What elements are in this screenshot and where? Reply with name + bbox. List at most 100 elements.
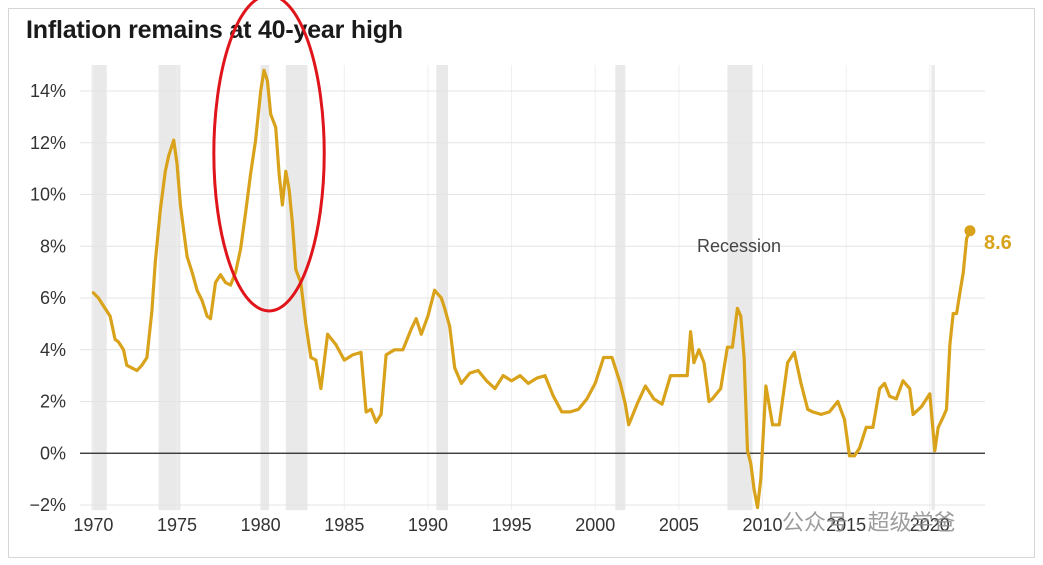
x-tick-label: 2015 — [826, 515, 866, 535]
inflation-point — [102, 304, 105, 308]
inflation-point — [219, 273, 222, 277]
inflation-point — [707, 400, 711, 403]
inflation-point — [150, 309, 154, 313]
inflation-point — [259, 89, 263, 93]
inflation-point — [739, 314, 743, 318]
inflation-point — [364, 410, 368, 414]
inflation-point — [287, 187, 291, 191]
inflation-point — [786, 361, 790, 365]
inflation-point — [677, 374, 681, 378]
inflation-point — [746, 449, 749, 453]
inflation-point — [460, 382, 463, 385]
end-value-label: 8.6 — [984, 232, 1012, 254]
annotations: Recession 8.6 公众号 · 超级学爸 — [212, 0, 1012, 535]
inflation-point — [560, 410, 564, 414]
peak-highlight-ellipse — [212, 0, 326, 313]
x-tick-label: 1985 — [324, 515, 364, 535]
x-tick-label: 1975 — [157, 515, 197, 535]
inflation-point — [685, 374, 689, 378]
inflation-point — [644, 384, 647, 388]
inflation-point — [158, 208, 162, 212]
inflation-point — [697, 348, 701, 352]
inflation-point — [379, 413, 383, 416]
inflation-point — [965, 237, 968, 240]
inflation-point — [742, 356, 746, 359]
inflation-point — [229, 283, 232, 287]
y-tick-label: 2% — [40, 392, 66, 412]
inflation-point — [205, 314, 209, 318]
inflation-point — [610, 356, 614, 359]
inflation-point — [239, 247, 242, 251]
inflation-point — [652, 397, 656, 401]
inflation-point — [749, 462, 753, 466]
inflation-point — [888, 394, 892, 398]
inflation-point — [476, 369, 480, 372]
inflation-point — [777, 423, 781, 427]
inflation-point — [669, 374, 672, 378]
inflation-point — [623, 402, 627, 406]
inflation-point — [359, 350, 363, 354]
recession-band — [91, 65, 107, 511]
inflation-point — [635, 402, 639, 406]
inflation-point — [172, 138, 176, 142]
inflation-point — [911, 413, 915, 416]
inflation-point — [200, 299, 204, 303]
inflation-point — [277, 172, 281, 176]
inflation-point — [401, 348, 405, 352]
inflation-point — [190, 270, 194, 274]
inflation-point — [933, 449, 937, 453]
inflation-point — [660, 402, 664, 406]
inflation-point — [719, 387, 723, 390]
inflation-point — [710, 397, 714, 401]
inflation-point — [725, 345, 729, 349]
inflation-point — [91, 291, 95, 295]
inflation-point — [771, 423, 774, 427]
inflation-point — [304, 322, 308, 326]
inflation-point — [526, 382, 530, 385]
inflation-point — [130, 366, 134, 370]
inflation-point — [951, 312, 955, 315]
inflation-point — [448, 325, 452, 328]
inflation-point — [848, 454, 851, 458]
inflation-point — [955, 312, 958, 315]
inflation-point — [384, 353, 388, 357]
y-tick-label: 6% — [40, 288, 66, 308]
inflation-point — [342, 358, 346, 362]
inflation-point — [369, 407, 373, 411]
inflation-point — [419, 332, 423, 336]
inflation-point — [122, 348, 125, 352]
inflation-point — [182, 229, 186, 233]
inflation-point — [284, 169, 288, 173]
inflation-point — [265, 79, 269, 83]
inflation-point — [485, 379, 488, 383]
x-tick-label: 2000 — [575, 515, 615, 535]
inflation-point — [568, 410, 572, 414]
inflation-point — [140, 363, 144, 367]
inflation-point — [426, 314, 430, 318]
inflation-point — [309, 356, 313, 359]
inflation-point — [958, 291, 962, 295]
y-tick-label: 4% — [40, 340, 66, 360]
inflation-point — [135, 369, 139, 372]
inflation-point — [224, 281, 227, 284]
inflation-point — [281, 203, 284, 207]
inflation-point — [214, 281, 217, 284]
inflation-point — [153, 260, 157, 264]
inflation-point — [928, 392, 932, 396]
inflation-point — [439, 296, 443, 300]
recession-band — [931, 65, 935, 511]
inflation-point — [894, 397, 898, 401]
inflation-point — [543, 374, 547, 378]
inflation-point — [811, 410, 815, 414]
inflation-point — [871, 425, 875, 429]
chart-title: Inflation remains at 40-year high — [26, 16, 403, 44]
x-tick-label: 2020 — [910, 515, 950, 535]
y-tick-label: −2% — [29, 495, 66, 515]
inflation-point — [97, 296, 100, 300]
inflation-point — [433, 288, 437, 292]
inflation-point — [108, 314, 112, 318]
inflation-point — [334, 343, 338, 346]
inflation-point — [244, 211, 248, 215]
inflation-point — [585, 397, 589, 401]
inflation-point — [393, 348, 396, 352]
